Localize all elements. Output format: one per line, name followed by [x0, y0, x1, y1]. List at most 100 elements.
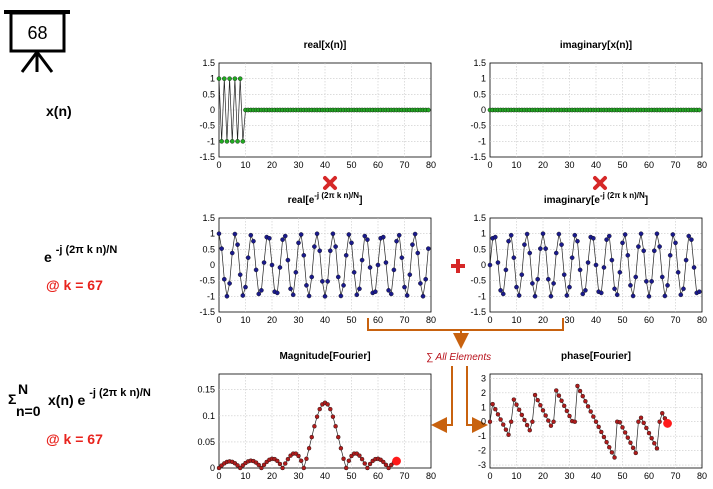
chart-imag-xn: 0 10 20 30 40 50 60 70 80 1.5 1 0.5 0 -0.5 -1 -1.5 imagi… — [470, 40, 707, 170]
highlight-point — [392, 456, 401, 466]
x-tick-label: 30 — [293, 160, 303, 170]
data-point — [546, 418, 551, 423]
data-point — [625, 435, 630, 440]
data-point — [577, 267, 583, 273]
data-point — [503, 267, 509, 273]
data-point — [562, 403, 567, 409]
data-point — [309, 274, 315, 280]
data-point — [660, 411, 665, 416]
y-tick-label: -0.5 — [470, 276, 486, 286]
data-point — [328, 406, 333, 412]
all-elements-label: ∑ All Elements — [426, 352, 491, 363]
data-point — [556, 231, 562, 237]
data-point — [564, 293, 570, 298]
data-point — [380, 234, 386, 240]
data-point — [548, 293, 554, 299]
y-tick-label: 0 — [481, 105, 486, 115]
y-tick-label: -1.5 — [199, 152, 215, 162]
data-point — [609, 257, 615, 263]
data-point — [604, 237, 609, 242]
data-point — [351, 270, 357, 275]
data-point — [601, 434, 607, 440]
data-point — [333, 244, 338, 249]
data-point — [548, 423, 554, 428]
data-point — [612, 455, 617, 460]
slide-number-badge: 68 — [4, 10, 70, 73]
data-point — [256, 462, 261, 468]
data-point — [346, 458, 352, 463]
data-point — [261, 462, 267, 468]
x-tick-label: 0 — [487, 471, 492, 481]
data-point — [343, 253, 349, 258]
x-tick-label: 80 — [697, 471, 707, 481]
data-point — [399, 255, 405, 260]
x-tick-label: 40 — [591, 471, 601, 481]
data-point — [415, 250, 421, 256]
data-point — [538, 403, 543, 408]
data-point — [396, 232, 402, 238]
data-point — [498, 288, 503, 293]
data-point — [524, 422, 530, 428]
data-point — [607, 445, 612, 450]
data-point — [325, 402, 330, 407]
data-point — [501, 422, 506, 427]
data-point — [490, 401, 495, 407]
chart-magnitude: 0 10 20 30 40 50 60 70 80 0.15 0.1 0.05 0 Magnitude[F… — [197, 351, 436, 481]
data-point — [649, 435, 654, 441]
x-tick-label: 20 — [267, 160, 277, 170]
data-point — [575, 238, 580, 244]
chart-title: imaginary[x(n)] — [560, 40, 632, 51]
data-point — [575, 383, 580, 389]
data-point — [540, 231, 546, 236]
sum-superscript: -j (2π k n)/N — [89, 387, 151, 399]
data-point — [625, 253, 631, 258]
bracket-line — [367, 318, 564, 331]
data-point — [216, 76, 222, 81]
x-tick-label: 20 — [538, 315, 548, 325]
data-point — [388, 291, 394, 297]
data-point — [516, 293, 522, 298]
data-point — [487, 262, 493, 268]
y-tick-label: -1.5 — [199, 307, 215, 317]
x-tick-label: 10 — [511, 471, 521, 481]
data-point — [224, 293, 230, 299]
data-point — [253, 267, 259, 273]
data-point — [314, 231, 320, 237]
x-tick-label: 70 — [670, 315, 680, 325]
x-tick-label: 70 — [399, 471, 409, 481]
data-point — [261, 260, 267, 265]
data-point — [237, 76, 243, 81]
data-point — [317, 248, 323, 254]
data-point — [275, 458, 280, 464]
x-tick-label: 40 — [320, 471, 330, 481]
x-tick-label: 10 — [240, 471, 250, 481]
data-point — [229, 250, 235, 256]
plots-container: 0 10 20 30 40 50 60 70 801.510.50-0.5-1-1.5real[… — [197, 40, 707, 481]
x-tick-label: 10 — [240, 315, 250, 325]
data-point — [638, 415, 644, 420]
data-point — [630, 445, 636, 451]
data-point — [593, 262, 599, 268]
data-point — [336, 434, 341, 440]
data-point — [691, 265, 697, 270]
label-exponential: e -j (2π k n)/N — [44, 244, 117, 265]
x-tick-label: 80 — [426, 160, 436, 170]
data-point — [373, 289, 378, 295]
data-point — [508, 232, 514, 238]
data-point — [593, 419, 599, 424]
y-tick-label: -0.5 — [199, 121, 215, 131]
data-point — [301, 253, 307, 258]
data-point — [644, 279, 649, 284]
x-tick-label: 80 — [426, 315, 436, 325]
data-point — [559, 242, 564, 247]
x-tick-label: 50 — [617, 160, 627, 170]
data-point — [493, 407, 498, 412]
x-tick-label: 50 — [346, 471, 356, 481]
data-point — [386, 465, 391, 471]
data-point — [362, 461, 367, 466]
data-point — [628, 440, 633, 445]
data-point — [572, 419, 577, 424]
data-point — [535, 397, 540, 403]
data-point — [354, 292, 360, 298]
easel-leg-right — [35, 51, 54, 73]
